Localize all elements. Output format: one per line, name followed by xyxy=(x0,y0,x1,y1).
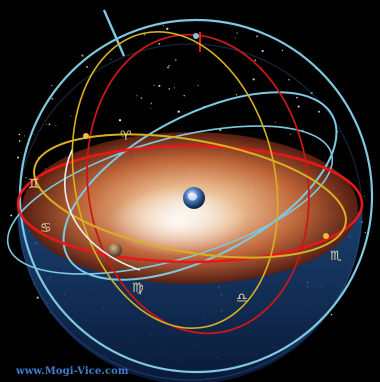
star xyxy=(143,33,146,36)
star xyxy=(86,66,88,68)
yellow-meridian-circle xyxy=(71,31,279,329)
star xyxy=(10,214,13,217)
star xyxy=(175,59,177,61)
star xyxy=(183,94,185,97)
star xyxy=(45,123,47,125)
star xyxy=(310,91,313,95)
star xyxy=(318,110,321,113)
star xyxy=(256,35,259,38)
zodiac-glyph: ♊ xyxy=(28,177,40,192)
star xyxy=(81,54,84,57)
lower-hemisphere-rim xyxy=(17,43,363,381)
watermark: www.Mogi-Vice.com xyxy=(16,366,129,377)
red-horizon-circle xyxy=(16,144,364,264)
star xyxy=(23,135,25,137)
star xyxy=(166,27,169,30)
star xyxy=(33,134,35,136)
star xyxy=(330,313,333,316)
star xyxy=(55,125,57,127)
zodiac-glyph: ♋ xyxy=(40,221,52,236)
star xyxy=(364,196,366,197)
star xyxy=(140,97,143,99)
cyan-great-circle-b xyxy=(6,125,334,275)
gold-marker xyxy=(323,233,329,239)
horizon-glow xyxy=(108,188,248,256)
star xyxy=(136,95,138,97)
star xyxy=(158,84,161,87)
star xyxy=(236,94,238,96)
yellow-ecliptic-circle xyxy=(33,133,347,259)
star xyxy=(252,78,255,81)
star xyxy=(48,123,51,126)
star xyxy=(18,140,21,142)
zodiac-glyph: ♎ xyxy=(236,291,248,306)
star xyxy=(70,115,72,117)
star xyxy=(177,110,180,113)
star xyxy=(17,156,20,159)
star xyxy=(197,84,199,86)
star xyxy=(234,37,236,39)
cyan-great-circle-a xyxy=(62,91,338,281)
star xyxy=(36,296,39,299)
star xyxy=(173,87,175,89)
red-meridian-circle xyxy=(86,33,310,335)
star xyxy=(167,66,169,69)
star xyxy=(275,121,276,123)
star xyxy=(50,84,53,87)
star xyxy=(236,32,238,34)
star xyxy=(281,49,284,52)
star xyxy=(162,25,164,27)
star xyxy=(289,133,291,135)
gold-marker xyxy=(193,33,199,39)
star xyxy=(168,88,171,90)
zodiac-glyph: ♈ xyxy=(120,129,132,144)
gold-marker xyxy=(83,133,89,139)
star xyxy=(150,102,153,105)
zodiac-glyph: ♏ xyxy=(330,249,342,264)
moon-icon xyxy=(108,243,122,257)
zodiac-glyph: ♍ xyxy=(132,281,144,296)
star xyxy=(158,43,161,45)
star xyxy=(153,84,155,87)
star xyxy=(168,65,170,67)
cyan-axis xyxy=(102,9,126,57)
star xyxy=(150,108,152,109)
star xyxy=(254,59,257,62)
star xyxy=(364,232,367,234)
star xyxy=(118,119,122,122)
star xyxy=(299,51,301,53)
star xyxy=(219,128,222,131)
earth-icon xyxy=(183,187,205,209)
star xyxy=(110,59,112,61)
star xyxy=(297,105,300,108)
star xyxy=(296,96,298,99)
star xyxy=(51,97,54,100)
star xyxy=(261,49,264,53)
star xyxy=(122,136,124,138)
star xyxy=(18,133,21,136)
star xyxy=(288,79,290,81)
white-orbit-arc xyxy=(64,149,141,271)
star xyxy=(25,177,27,179)
